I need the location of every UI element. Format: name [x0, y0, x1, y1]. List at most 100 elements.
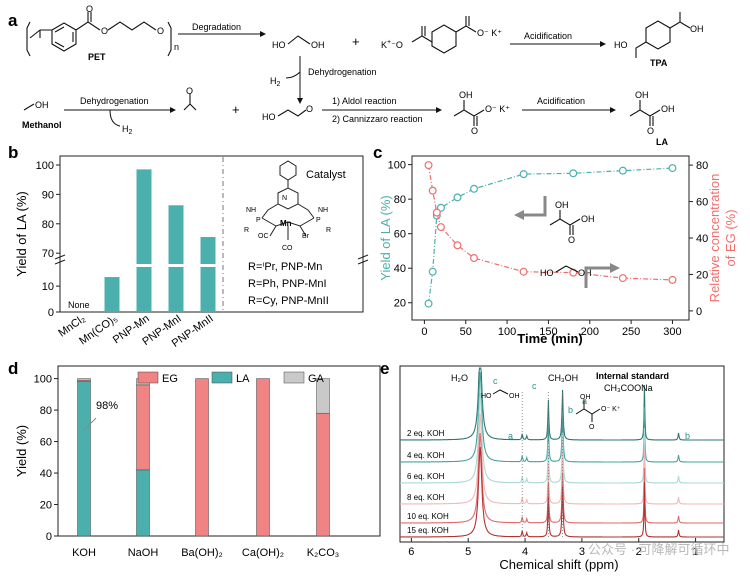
panel-label-e: e — [380, 359, 389, 378]
legend-label-EG: EG — [162, 373, 178, 385]
x-tick-label: 150 — [539, 326, 557, 338]
panel-c-ylabel-right: Relative concentrationof EG (%) — [707, 174, 738, 303]
panel-c-xlabel: Time (min) — [517, 331, 583, 346]
y-right-tick-label: 0 — [696, 306, 702, 318]
panel-a: a O O O n PET Degradation HO OH + H2 Deh… — [8, 4, 704, 147]
la-oh2: OH — [661, 104, 675, 114]
category-label: Ca(OH)₂ — [242, 547, 284, 559]
acidification2-label: Acidification — [537, 96, 585, 106]
y-left-tick-label: 60 — [394, 229, 406, 241]
la-inset-oh2: OH — [581, 214, 595, 224]
formaldehyde-o: O — [186, 86, 193, 96]
y-right-tick-label: 80 — [696, 160, 708, 172]
panel-e-spectra — [400, 367, 724, 538]
panel-label-d: d — [8, 359, 18, 378]
panel-d-axis-ticks: 0 20 40 60 80 100 — [34, 374, 58, 543]
y-tick-label: 70 — [42, 248, 54, 260]
catalyst-br: Br — [302, 233, 310, 240]
annotation-line — [83, 417, 97, 431]
e-eg-bonds — [492, 389, 509, 395]
series-0-point — [453, 193, 462, 202]
panel-label-b: b — [8, 143, 18, 162]
h2-label: H2 — [270, 76, 281, 88]
tpa-oh: OH — [690, 24, 704, 34]
x-tick-label: 250 — [622, 326, 640, 338]
series-1-point — [432, 208, 441, 217]
series-0-point — [424, 299, 433, 308]
panel-d-legend: EG LA GA — [137, 371, 325, 385]
y-tick-label: 90 — [42, 189, 54, 201]
spectrum-trace-3 — [400, 413, 724, 505]
panel-e-axis-ticks: 6 5 4 3 2 1 — [408, 538, 699, 558]
catalyst-nh-left: NH — [246, 207, 256, 214]
panel-e-trace-labels: 2 eq. KOH 4 eq. KOH 6 eq. KOH 8 eq. KOH 10 e… — [407, 429, 449, 535]
series-line-0 — [427, 167, 673, 304]
y-tick-label: 0 — [48, 307, 54, 319]
catalyst-mn: Mn — [280, 219, 292, 228]
legend-swatch-EG — [137, 371, 159, 384]
la-inset-o: O — [568, 235, 575, 245]
segment-EG — [316, 412, 330, 537]
eg-oh: OH — [311, 40, 325, 50]
series-1-point — [618, 274, 627, 283]
dehydrogenation-label: Dehydrogenation — [308, 67, 377, 77]
panel-c: c 0 50 100 150 200 250 300 20 40 60 80 100 0 20 40 60 80… — [373, 143, 738, 346]
dehydrogenation-arrowhead — [297, 98, 303, 104]
trace-label: 15 eq. KOH — [407, 526, 449, 535]
eg-bonds — [287, 35, 311, 45]
panel-label-a: a — [8, 11, 18, 30]
x-tick-label: 1 — [693, 546, 699, 558]
e-lactate-bonds — [575, 400, 601, 422]
y-tick-label: 60 — [40, 437, 52, 449]
tpa-label: TPA — [650, 58, 668, 68]
eg-inset-bonds — [555, 265, 579, 273]
series-line-1 — [427, 165, 673, 281]
trace-label: 6 eq. KOH — [407, 472, 445, 481]
x-tick-label: 6 — [408, 546, 414, 558]
degradation-label: Degradation — [192, 22, 241, 32]
panel-b-bars — [104, 169, 217, 312]
category-label: K₂CO₃ — [307, 547, 340, 559]
panel-e-frame — [399, 365, 725, 543]
series-1-point — [453, 241, 462, 250]
axis-break — [54, 254, 369, 265]
catalyst-p-right: P — [316, 217, 321, 224]
peak-b: b — [685, 431, 690, 441]
bar-2 — [136, 169, 152, 312]
bar-4 — [200, 237, 216, 312]
series-0-point — [618, 166, 627, 175]
h2-label-2: H2 — [122, 124, 133, 136]
pet-o1: O — [101, 26, 108, 36]
segment-LA — [136, 469, 150, 537]
series-1-point — [424, 161, 433, 170]
peak-h2o: H₂O — [451, 373, 468, 383]
trace-label: 10 eq. KOH — [407, 512, 449, 521]
peak-ch3oh: CH₃OH — [548, 373, 578, 383]
y-left-tick-label: 80 — [394, 194, 406, 206]
catalyst-title: Catalyst — [306, 169, 346, 181]
tpa-structure — [635, 12, 691, 58]
series-1-point — [519, 267, 528, 276]
degradation-arrowhead — [260, 31, 266, 37]
catalyst-n: N — [282, 195, 287, 202]
catalyst-r2: R — [326, 227, 331, 234]
panel-d-ylabel: Yield (%) — [14, 425, 29, 477]
methanol-label: Methanol — [22, 120, 62, 130]
methanol-bond — [23, 103, 35, 111]
pet-label: PET — [88, 52, 106, 62]
spectrum-trace-0 — [400, 367, 724, 441]
catalyst-oc: OC — [258, 233, 269, 240]
pet-n: n — [174, 42, 179, 52]
legend-swatch-GA — [283, 371, 305, 384]
pet-structure — [26, 12, 172, 57]
segment-EG — [195, 378, 209, 537]
internal-standard-label: Internal standard — [596, 371, 669, 381]
la-bonds — [629, 100, 661, 126]
trace-label: 2 eq. KOH — [407, 429, 445, 438]
k-lactate-o: O — [471, 126, 478, 136]
series-0-point — [519, 170, 528, 179]
y-left-tick-label: 100 — [388, 160, 406, 172]
catalyst-r1: R — [244, 227, 249, 234]
peak-a: a — [508, 431, 513, 441]
segment-GA — [316, 378, 330, 414]
